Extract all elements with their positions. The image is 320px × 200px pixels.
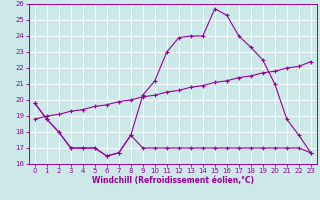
X-axis label: Windchill (Refroidissement éolien,°C): Windchill (Refroidissement éolien,°C): [92, 176, 254, 185]
